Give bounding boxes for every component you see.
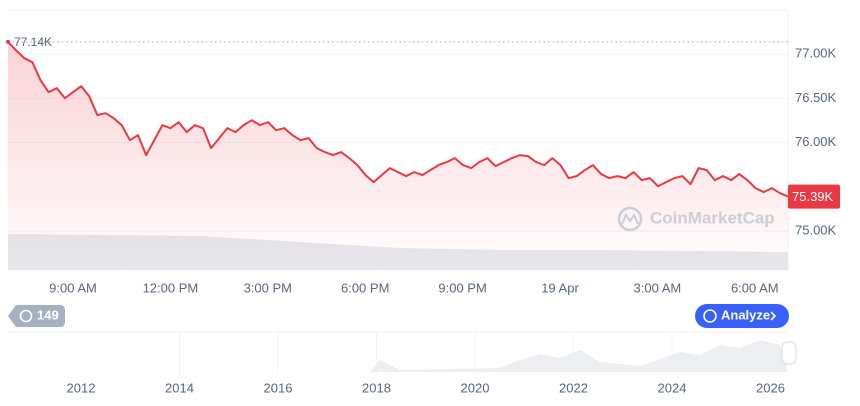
watermark-text: CoinMarketCap: [650, 208, 775, 227]
y-tick-label: 76.50K: [795, 90, 837, 105]
x-tick-label: 12:00 PM: [143, 280, 199, 295]
navigator-handle[interactable]: [781, 341, 797, 365]
history-count: 149: [37, 307, 59, 322]
x-tick-label: 6:00 PM: [341, 280, 389, 295]
y-tick-label: 76.00K: [795, 134, 837, 149]
x-tick-label: 6:00 AM: [731, 280, 779, 295]
navigator-year: 2024: [658, 380, 687, 395]
analyze-button[interactable]: Analyze: [695, 304, 789, 328]
high-dot: [6, 39, 10, 44]
navigator-year: 2012: [67, 380, 96, 395]
last-price-badge: [788, 184, 840, 209]
navigator-year: 2020: [461, 380, 490, 395]
analyze-label: Analyze: [721, 307, 770, 322]
watermark: CoinMarketCap: [617, 206, 775, 232]
navigator-year: 2026: [756, 380, 785, 395]
y-tick-label: 75.00K: [795, 223, 837, 238]
navigator-year: 2016: [264, 380, 293, 395]
high-label: 77.14K: [14, 35, 52, 49]
x-tick-label: 3:00 PM: [244, 280, 292, 295]
navigator-year: 2018: [362, 380, 391, 395]
price-line: [7, 41, 789, 198]
x-tick-label: 9:00 PM: [438, 280, 486, 295]
x-tick-label: 9:00 AM: [49, 280, 97, 295]
navigator-year: 2022: [559, 380, 588, 395]
navigator-area: [8, 340, 788, 372]
y-tick-label: 77.00K: [795, 46, 837, 61]
x-tick-label: 3:00 AM: [634, 280, 682, 295]
price-area: [8, 42, 788, 270]
last-price-label: 75.39K: [792, 189, 834, 204]
navigator-year: 2014: [165, 380, 194, 395]
history-badge[interactable]: 149: [8, 305, 65, 327]
x-tick-label: 19 Apr: [541, 280, 579, 295]
